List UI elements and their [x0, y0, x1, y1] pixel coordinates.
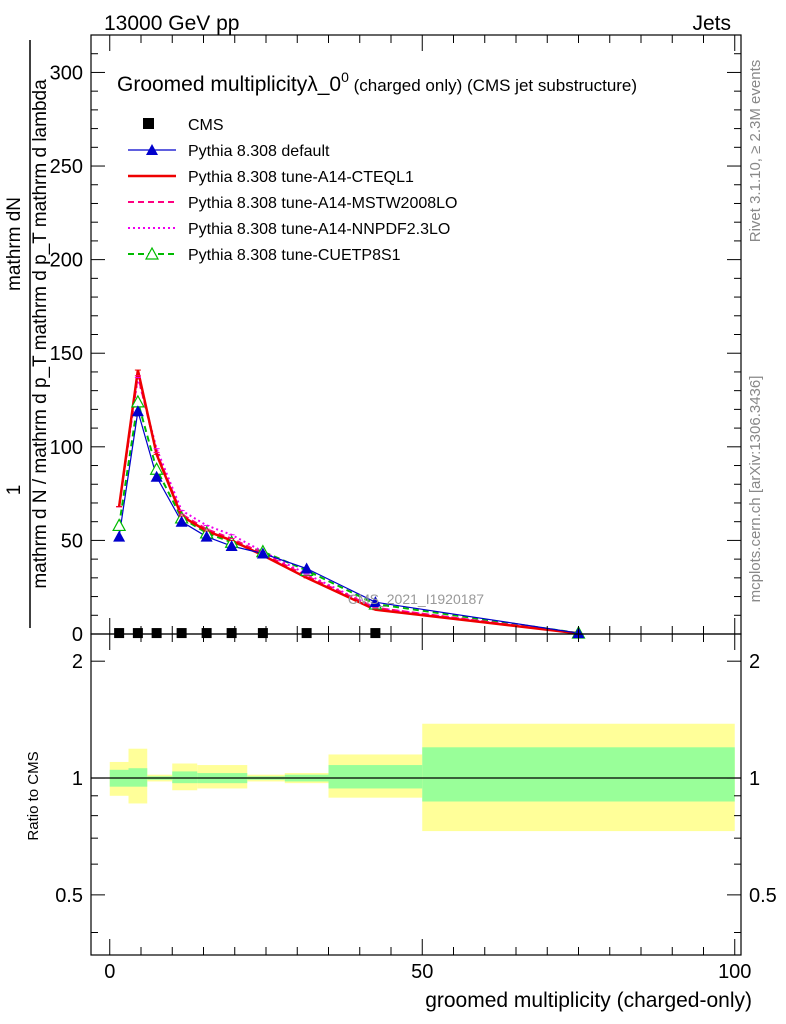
ratio-stat-band — [172, 771, 198, 784]
chart-title: Groomed multiplicityλ_00 (charged only) … — [117, 69, 637, 96]
main-y-tick-label: 150 — [50, 343, 83, 365]
legend: CMS Pythia 8.308 default Pythia 8.308 tune… — [128, 117, 457, 264]
series-point — [113, 530, 126, 542]
axes-layer: 0 50 100 150 200 250 300 0 50 100 0.5 0.5 1 1 2 2 — [50, 34, 777, 983]
main-y-tick-label: 250 — [50, 156, 83, 178]
series-point — [175, 515, 188, 527]
legend-label: Pythia 8.308 tune-A14-MSTW2008LO — [188, 195, 457, 212]
chart-title-main: Groomed multiplicityλ_0 — [117, 73, 341, 96]
rivet-version-label: Rivet 3.1.10, ≥ 2.3M events — [747, 60, 764, 243]
ratio-y-tick-label-right: 2 — [749, 651, 760, 673]
series-point — [369, 596, 382, 608]
main-y-tick-label: 100 — [50, 437, 83, 459]
legend-label: Pythia 8.308 tune-A14-CTEQL1 — [188, 169, 414, 186]
ratio-stat-band — [422, 747, 735, 802]
ratio-error-bands — [91, 723, 741, 832]
ratio-y-tick-label-right: 0.5 — [749, 885, 777, 907]
data-point — [132, 628, 143, 639]
mcplots-label: mcplots.cern.ch [arXiv:1306.3436] — [747, 376, 764, 603]
x-tick-label: 50 — [411, 961, 433, 983]
legend-marker — [143, 118, 154, 129]
series-point — [256, 547, 269, 559]
x-tick-label: 100 — [718, 961, 751, 983]
series-line — [118, 401, 579, 635]
ratio-y-tick-label: 1 — [72, 768, 83, 790]
energy-label: 13000 GeV pp — [104, 12, 239, 35]
y-axis-label-one: 1 — [4, 485, 25, 496]
series-point — [300, 562, 313, 574]
series-point — [225, 540, 238, 552]
data-point — [151, 628, 162, 639]
data-point — [301, 628, 312, 639]
category-label: Jets — [692, 12, 731, 35]
main-y-tick-label: 200 — [50, 250, 83, 272]
series-point — [200, 530, 213, 542]
main-y-tick-label: 50 — [61, 530, 83, 552]
ratio-stat-band — [328, 765, 423, 789]
y-axis-label-denominator: mathrm d N / mathrm d p_T mathrm d p_T m… — [30, 79, 51, 589]
ratio-frame — [90, 633, 742, 956]
main-series-layer — [117, 369, 579, 635]
legend-label: Pythia 8.308 tune-CUETP8S1 — [188, 247, 401, 264]
legend-label: Pythia 8.308 tune-A14-NNPDF2.3LO — [188, 221, 450, 238]
ratio-y-tick-label-right: 1 — [749, 768, 760, 790]
main-y-tick-label: 300 — [50, 62, 83, 84]
data-point — [257, 628, 268, 639]
analysis-watermark: CMS_2021_I1920187 — [348, 591, 484, 607]
ratio-y-tick-label: 0.5 — [55, 885, 83, 907]
chart-title-rest: (charged only) (CMS jet substructure) — [349, 76, 637, 95]
data-point — [201, 628, 212, 639]
series-point — [150, 470, 163, 482]
data-point — [114, 628, 125, 639]
x-axis-label: groomed multiplicity (charged-only) — [425, 989, 752, 1012]
ratio-y-label: Ratio to CMS — [25, 751, 42, 840]
main-y-tick-label: 0 — [72, 624, 83, 646]
series-line — [117, 369, 579, 635]
series-line — [118, 411, 579, 634]
ratio-y-tick-label: 2 — [72, 651, 83, 673]
legend-label: Pythia 8.308 default — [188, 143, 330, 160]
data-point — [226, 628, 237, 639]
data-point — [176, 628, 187, 639]
legend-marker — [144, 246, 160, 260]
y-axis-label-numerator: mathrm dN — [4, 197, 25, 291]
series-point — [112, 518, 127, 532]
series-point — [131, 405, 144, 417]
legend-label: CMS — [188, 117, 224, 134]
chart-title-sup: 0 — [341, 69, 349, 85]
data-point — [370, 628, 381, 639]
x-tick-label: 0 — [104, 961, 115, 983]
legend-marker — [146, 144, 158, 155]
